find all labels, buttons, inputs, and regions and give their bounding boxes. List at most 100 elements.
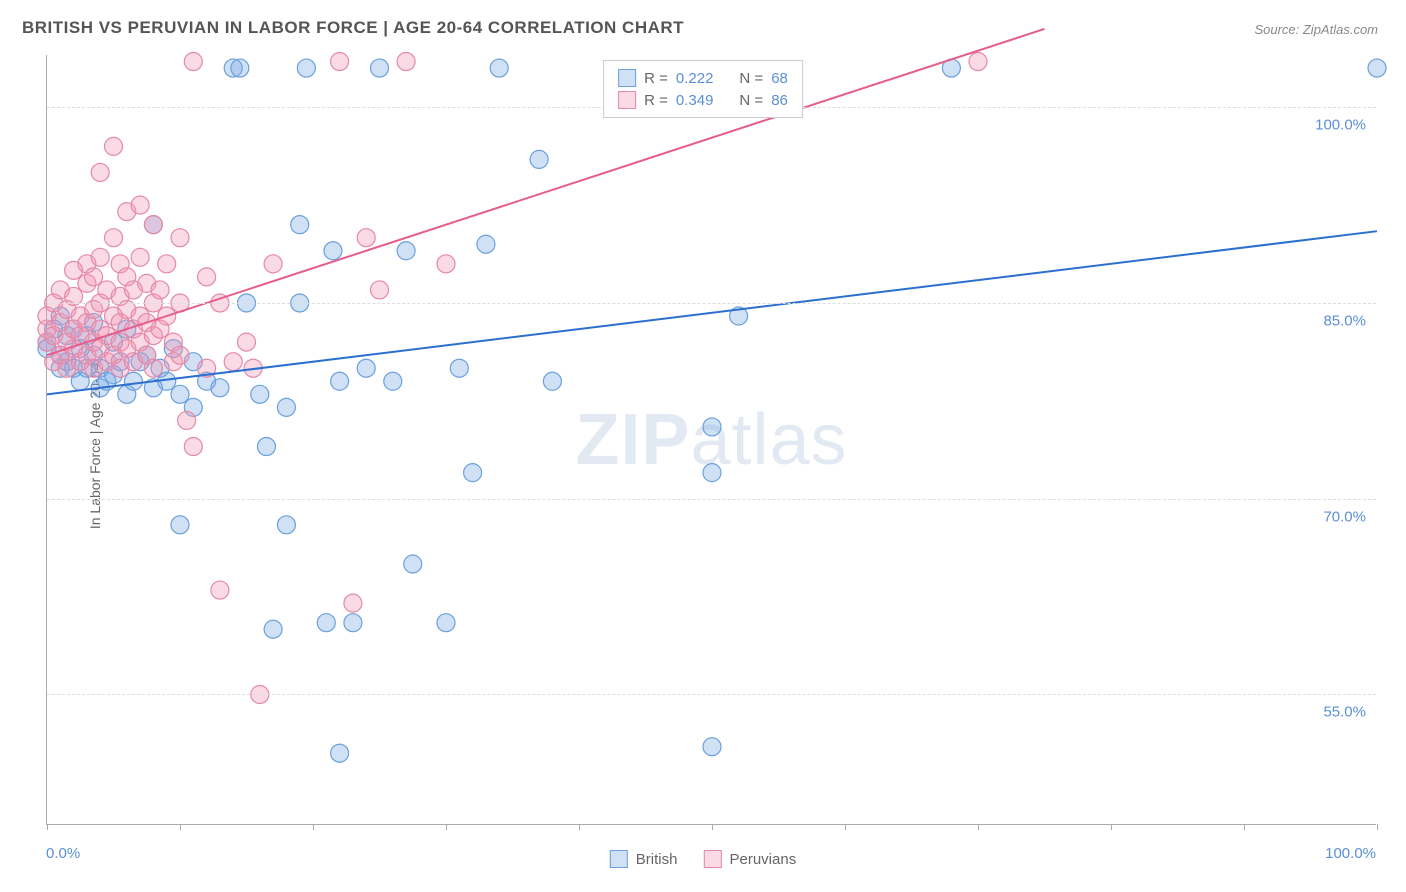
legend-r-value-british: 0.222 bbox=[676, 70, 714, 87]
scatter-point bbox=[437, 614, 455, 632]
x-tick bbox=[47, 824, 48, 830]
scatter-point bbox=[404, 555, 422, 573]
correlation-legend-row-british: R = 0.222 N = 68 bbox=[618, 67, 788, 89]
x-tick bbox=[1111, 824, 1112, 830]
scatter-point bbox=[291, 216, 309, 234]
scatter-point bbox=[1368, 59, 1386, 77]
legend-n-label: N = bbox=[739, 70, 763, 87]
legend-swatch-peruvians bbox=[703, 850, 721, 868]
y-tick-label: 70.0% bbox=[1323, 508, 1366, 525]
scatter-point bbox=[257, 438, 275, 456]
scatter-point bbox=[251, 385, 269, 403]
x-tick bbox=[313, 824, 314, 830]
scatter-point bbox=[344, 614, 362, 632]
scatter-point bbox=[124, 372, 142, 390]
scatter-point bbox=[85, 268, 103, 286]
scatter-point bbox=[277, 516, 295, 534]
correlation-legend: R = 0.222 N = 68 R = 0.349 N = 86 bbox=[603, 60, 803, 118]
scatter-point bbox=[231, 59, 249, 77]
scatter-point bbox=[158, 255, 176, 273]
scatter-point bbox=[530, 150, 548, 168]
scatter-point bbox=[171, 385, 189, 403]
scatter-point bbox=[184, 438, 202, 456]
scatter-point bbox=[543, 372, 561, 390]
y-tick-label: 55.0% bbox=[1323, 704, 1366, 721]
regression-line bbox=[47, 29, 1045, 355]
scatter-point bbox=[211, 581, 229, 599]
legend-n-value-peruvians: 86 bbox=[771, 92, 788, 109]
legend-r-value-peruvians: 0.349 bbox=[676, 92, 714, 109]
x-tick bbox=[446, 824, 447, 830]
scatter-point bbox=[131, 196, 149, 214]
scatter-point bbox=[131, 248, 149, 266]
scatter-point bbox=[477, 235, 495, 253]
scatter-point bbox=[490, 59, 508, 77]
series-legend-item-peruvians: Peruvians bbox=[703, 850, 796, 868]
y-tick-label: 100.0% bbox=[1315, 117, 1366, 134]
legend-n-label: N = bbox=[739, 92, 763, 109]
legend-n-value-british: 68 bbox=[771, 70, 788, 87]
scatter-point bbox=[264, 620, 282, 638]
legend-swatch-british bbox=[618, 69, 636, 87]
scatter-point bbox=[357, 359, 375, 377]
scatter-point bbox=[331, 744, 349, 762]
scatter-point bbox=[144, 216, 162, 234]
grid-line bbox=[47, 694, 1376, 695]
x-tick bbox=[1244, 824, 1245, 830]
scatter-point bbox=[464, 464, 482, 482]
scatter-point bbox=[151, 281, 169, 299]
scatter-point bbox=[238, 333, 256, 351]
scatter-point bbox=[297, 59, 315, 77]
scatter-point bbox=[371, 59, 389, 77]
series-legend: British Peruvians bbox=[610, 850, 796, 868]
scatter-point bbox=[703, 464, 721, 482]
legend-swatch-british bbox=[610, 850, 628, 868]
scatter-point bbox=[178, 411, 196, 429]
scatter-point bbox=[969, 53, 987, 71]
regression-line bbox=[47, 231, 1377, 394]
scatter-point bbox=[703, 418, 721, 436]
scatter-point bbox=[324, 242, 342, 260]
scatter-point bbox=[371, 281, 389, 299]
scatter-point bbox=[184, 53, 202, 71]
scatter-point bbox=[397, 53, 415, 71]
scatter-point bbox=[397, 242, 415, 260]
x-tick bbox=[978, 824, 979, 830]
scatter-svg bbox=[47, 55, 1376, 824]
scatter-point bbox=[384, 372, 402, 390]
legend-swatch-peruvians bbox=[618, 91, 636, 109]
legend-r-label: R = bbox=[644, 92, 668, 109]
scatter-point bbox=[105, 137, 123, 155]
scatter-point bbox=[171, 516, 189, 534]
grid-line bbox=[47, 303, 1376, 304]
x-tick bbox=[1377, 824, 1378, 830]
scatter-point bbox=[331, 53, 349, 71]
scatter-point bbox=[91, 248, 109, 266]
scatter-point bbox=[357, 229, 375, 247]
scatter-point bbox=[211, 379, 229, 397]
series-legend-label-peruvians: Peruvians bbox=[729, 851, 796, 868]
x-tick bbox=[712, 824, 713, 830]
legend-r-label: R = bbox=[644, 70, 668, 87]
chart-title: BRITISH VS PERUVIAN IN LABOR FORCE | AGE… bbox=[22, 18, 684, 38]
scatter-point bbox=[331, 372, 349, 390]
chart-container: BRITISH VS PERUVIAN IN LABOR FORCE | AGE… bbox=[0, 0, 1406, 892]
x-tick bbox=[579, 824, 580, 830]
chart-plot-area: ZIPatlas 55.0%70.0%85.0%100.0% bbox=[46, 55, 1376, 825]
series-legend-label-british: British bbox=[636, 851, 678, 868]
scatter-point bbox=[171, 346, 189, 364]
scatter-point bbox=[198, 268, 216, 286]
x-tick-label-max: 100.0% bbox=[1325, 845, 1376, 862]
grid-line bbox=[47, 499, 1376, 500]
scatter-point bbox=[437, 255, 455, 273]
scatter-point bbox=[450, 359, 468, 377]
scatter-point bbox=[91, 163, 109, 181]
scatter-point bbox=[105, 229, 123, 247]
x-tick bbox=[180, 824, 181, 830]
x-tick bbox=[845, 824, 846, 830]
scatter-point bbox=[171, 229, 189, 247]
x-tick-label-min: 0.0% bbox=[46, 845, 80, 862]
y-tick-label: 85.0% bbox=[1323, 312, 1366, 329]
scatter-point bbox=[224, 353, 242, 371]
scatter-point bbox=[277, 398, 295, 416]
